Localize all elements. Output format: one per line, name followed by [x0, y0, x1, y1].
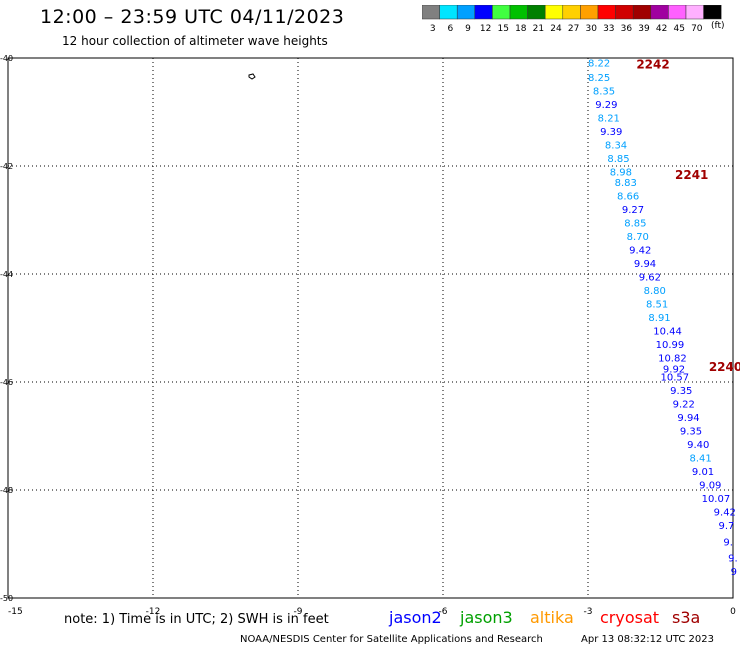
legend-label: 24: [550, 24, 562, 33]
wave-height-label: 8.35: [593, 86, 615, 97]
x-tick-label: -3: [584, 607, 593, 617]
legend-label: 45: [673, 24, 684, 33]
y-tick-label: -42: [0, 162, 13, 171]
wave-height-label: 9.09: [699, 481, 721, 492]
wave-height-label: 8.85: [607, 154, 629, 165]
y-tick-label: -48: [0, 486, 13, 495]
y-tick-label: -46: [0, 378, 13, 387]
map-title: 12:00 – 23:59 UTC 04/11/2023: [40, 6, 345, 28]
wave-height-label: 10.82: [658, 354, 687, 365]
wave-height-label: 8.51: [646, 300, 668, 311]
satellite-jason3: jason3: [460, 608, 513, 627]
pass-time-label: 2240: [709, 360, 740, 374]
legend-label: 39: [638, 24, 650, 33]
footer-note: note: 1) Time is in UTC; 2) SWH is in fe…: [64, 612, 329, 627]
color-legend: 3 6 9 12 15 18 21 24 27 30 33 36 39 42 45 70: [422, 5, 722, 33]
wave-height-label: 10.99: [656, 340, 685, 351]
legend-label: 12: [480, 24, 491, 33]
pass-time-label: 2241: [675, 168, 708, 182]
wave-height-label: 10.07: [702, 494, 731, 505]
x-tick-label: 0: [730, 607, 736, 617]
wave-height-label: 9.62: [639, 273, 661, 284]
pass-time-label: 2242: [636, 57, 669, 71]
wave-height-label: 8.83: [615, 178, 637, 189]
legend-label: 3: [430, 24, 436, 33]
y-tick-label: -44: [0, 270, 13, 279]
legend-swatch: [703, 5, 722, 20]
legend-label: 9: [465, 24, 471, 33]
map-frame: [7, 57, 734, 599]
wave-height-label: 9.01: [692, 467, 714, 478]
wave-height-label: 9: [731, 567, 737, 578]
island-outline: [248, 73, 256, 80]
x-tick-label: -12: [146, 607, 161, 617]
wave-height-label: 8.91: [648, 313, 670, 324]
wave-height-label: 8.66: [617, 192, 639, 203]
wave-height-label: 8.70: [627, 232, 649, 243]
wave-height-label: 8.98: [610, 167, 632, 178]
wave-height-label: 9.35: [670, 386, 692, 397]
wave-height-label: 9.7: [719, 521, 735, 532]
y-tick-label: -40: [0, 54, 13, 63]
legend-label: 18: [515, 24, 527, 33]
legend-label: 27: [568, 24, 579, 33]
satellite-s3a: s3a: [672, 608, 701, 627]
wave-height-label: 9.35: [680, 427, 702, 438]
wave-height-label: 10.57: [661, 373, 690, 384]
legend-unit: (ft): [711, 21, 725, 31]
wave-height-label: 9.42: [629, 246, 651, 257]
legend-label: 15: [497, 24, 508, 33]
wave-height-label: 8.34: [605, 140, 627, 151]
wave-height-label: 9.39: [600, 127, 622, 138]
wave-height-label: 9.94: [677, 413, 699, 424]
wave-height-label: 9.92: [663, 365, 685, 376]
x-tick-label: -9: [294, 607, 303, 617]
wave-height-label: 8.21: [598, 113, 620, 124]
wave-height-label: 9.: [723, 537, 733, 548]
map-subtitle: 12 hour collection of altimeter wave hei…: [62, 34, 328, 48]
wave-height-label: 8.22: [588, 58, 610, 69]
wave-height-label: 8.25: [588, 73, 610, 84]
satellite-altika: altika: [530, 608, 574, 627]
wave-height-label: 8.41: [690, 454, 712, 465]
satellite-jason2: jason2: [389, 608, 442, 627]
legend-label: 21: [533, 24, 544, 33]
wave-height-label: 9.: [728, 554, 738, 565]
wave-height-label: 9.27: [622, 205, 644, 216]
footer-credit: NOAA/NESDIS Center for Satellite Applica…: [240, 634, 543, 645]
wave-height-label: 9.94: [634, 259, 656, 270]
legend-label: 42: [656, 24, 667, 33]
legend-label: 33: [603, 24, 614, 33]
legend-label: 30: [585, 24, 597, 33]
wave-height-label: 9.40: [687, 440, 709, 451]
legend-label: 70: [691, 24, 703, 33]
wave-height-label: 9.42: [714, 508, 736, 519]
legend-label: 36: [621, 24, 633, 33]
footer-timestamp: Apr 13 08:32:12 UTC 2023: [581, 634, 714, 645]
x-tick-label: -15: [8, 607, 23, 617]
wave-height-label: 9.22: [673, 400, 695, 411]
wave-height-label: 8.85: [624, 219, 646, 230]
satellite-cryosat: cryosat: [600, 608, 660, 627]
y-tick-label: -50: [0, 594, 13, 603]
x-tick-label: -6: [439, 607, 448, 617]
wave-height-label: 10.44: [653, 327, 682, 338]
wave-height-label: 8.80: [644, 286, 666, 297]
wave-height-label: 9.29: [595, 100, 617, 111]
legend-label: 6: [448, 24, 454, 33]
